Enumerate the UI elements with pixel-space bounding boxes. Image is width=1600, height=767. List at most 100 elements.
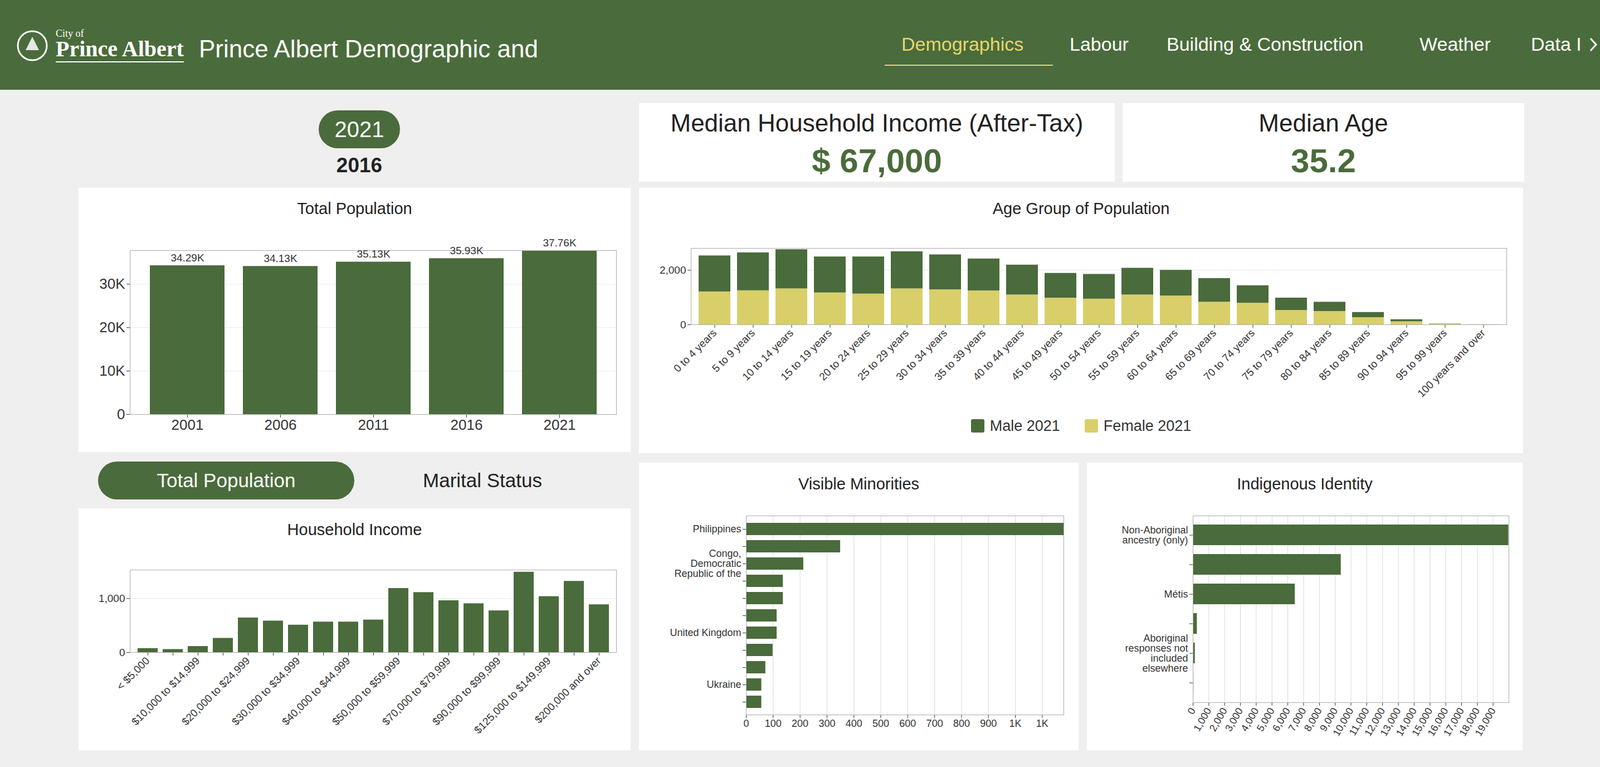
svg-text:Métis: Métis [1163,588,1188,600]
svg-text:5,000: 5,000 [1254,705,1277,733]
svg-text:100: 100 [764,717,782,729]
svg-text:0 to 4 years: 0 to 4 years [671,326,719,375]
svg-text:900: 900 [979,717,997,729]
svg-text:0: 0 [1185,705,1198,716]
svg-text:1,000: 1,000 [1191,705,1214,733]
svg-text:$40,000 to $44,999: $40,000 to $44,999 [279,654,353,728]
svg-text:37.76K: 37.76K [542,236,577,249]
svg-text:50 to 54 years: 50 to 54 years [1047,326,1104,383]
svg-text:1K: 1K [1009,717,1022,729]
svg-text:11,000: 11,000 [1346,705,1372,737]
html-text:Prince Albert Demographic and: Prince Albert Demographic and [198,35,539,63]
svg-text:0: 0 [680,318,687,331]
svg-text:40 to 44 years: 40 to 44 years [970,326,1027,383]
svg-text:35 to 39 years: 35 to 39 years [932,326,988,383]
svg-text:34.29K: 34.29K [170,251,205,264]
svg-text:6,000: 6,000 [1270,705,1293,733]
svg-text:75 to 79 years: 75 to 79 years [1239,326,1296,383]
svg-text:Aboriginalresponses notinclude: Aboriginalresponses notincludedelsewhere [1124,632,1188,674]
svg-text:25 to 29 years: 25 to 29 years [855,326,911,383]
svg-text:$30,000 to $34,999: $30,000 to $34,999 [229,654,303,728]
html-text:Median Household Income (After: Median Household Income (After-Tax) [670,109,1084,137]
svg-text:$90,000 to $99,999: $90,000 to $99,999 [430,654,503,728]
svg-text:100 years and over: 100 years and over [1415,326,1488,399]
svg-text:Ukraine: Ukraine [706,678,741,690]
svg-text:95 to 99 years: 95 to 99 years [1393,326,1450,383]
svg-text:1,000: 1,000 [98,592,126,604]
svg-text:19,000: 19,000 [1472,705,1499,738]
svg-text:600: 600 [899,717,916,729]
svg-text:1K: 1K [1036,717,1049,729]
svg-text:2,000: 2,000 [1207,705,1230,733]
svg-text:700: 700 [926,717,944,729]
svg-text:0: 0 [743,717,749,729]
html-text:Demographics: Demographics [901,33,1024,55]
svg-text:4,000: 4,000 [1238,705,1261,733]
svg-text:80 to 84 years: 80 to 84 years [1278,326,1334,383]
html-text:2016: 2016 [336,153,383,177]
svg-text:2006: 2006 [264,416,297,433]
svg-text:Congo,DemocraticRepublic of th: Congo,DemocraticRepublic of the [674,547,741,579]
svg-text:5 to 9 years: 5 to 9 years [709,326,758,375]
svg-text:55 to 59 years: 55 to 59 years [1085,326,1142,383]
html-text:35.2: 35.2 [1290,142,1356,180]
svg-text:30K: 30K [99,275,126,292]
svg-text:800: 800 [953,717,970,729]
svg-text:$200,000 and over: $200,000 and over [532,654,604,725]
svg-text:20 to 24 years: 20 to 24 years [816,326,873,383]
svg-text:3,000: 3,000 [1222,705,1246,733]
svg-text:7,000: 7,000 [1286,705,1309,733]
svg-text:18,000: 18,000 [1457,705,1483,738]
svg-text:35.93K: 35.93K [449,244,484,257]
html-text:Weather: Weather [1419,33,1491,55]
svg-text:15,000: 15,000 [1409,705,1435,738]
svg-text:2,000: 2,000 [659,264,687,276]
svg-text:$70,000 to $79,999: $70,000 to $79,999 [379,654,453,728]
svg-text:90 to 94 years: 90 to 94 years [1354,326,1411,383]
html-text:Building & Construction: Building & Construction [1166,33,1364,55]
svg-text:$125,000 to $149,999: $125,000 to $149,999 [471,654,553,736]
svg-text:8,000: 8,000 [1301,705,1325,733]
svg-text:85 to 89 years: 85 to 89 years [1316,326,1373,383]
svg-text:13,000: 13,000 [1378,705,1404,738]
svg-text:20K: 20K [99,318,126,336]
svg-text:0: 0 [116,405,125,423]
svg-text:70 to 74 years: 70 to 74 years [1201,326,1257,383]
html-text:Labour: Labour [1069,33,1129,55]
svg-text:Non-Aboriginalancestry (only): Non-Aboriginalancestry (only) [1121,524,1188,546]
svg-text:2016: 2016 [450,416,484,433]
svg-text:30 to 34 years: 30 to 34 years [893,326,950,383]
svg-text:$10,000 to $14,999: $10,000 to $14,999 [129,654,203,728]
svg-text:2001: 2001 [171,416,204,433]
svg-text:14,000: 14,000 [1393,705,1419,738]
svg-text:10K: 10K [99,362,126,379]
svg-text:$20,000 to $24,999: $20,000 to $24,999 [179,654,253,728]
svg-text:35.13K: 35.13K [356,247,391,260]
svg-text:300: 300 [818,717,836,729]
svg-text:500: 500 [872,717,890,729]
svg-text:65 to 69 years: 65 to 69 years [1162,326,1219,383]
svg-text:60 to 64 years: 60 to 64 years [1124,326,1180,383]
svg-text:United Kingdom: United Kingdom [669,626,741,638]
svg-text:2011: 2011 [358,416,390,433]
html-text:2021: 2021 [334,116,385,142]
svg-text:$50,000 to $59,999: $50,000 to $59,999 [329,654,403,728]
svg-text:45 to 49 years: 45 to 49 years [1008,326,1065,383]
svg-text:2021: 2021 [543,416,577,433]
svg-text:9,000: 9,000 [1317,705,1340,733]
svg-text:17,000: 17,000 [1441,705,1467,738]
svg-text:< $5,000: < $5,000 [114,654,153,693]
html-text:Median Age: Median Age [1258,109,1389,137]
html-text:Prince Albert: Prince Albert [55,36,184,62]
svg-text:400: 400 [845,717,863,729]
svg-text:16,000: 16,000 [1425,705,1451,738]
html-text:$ 67,000: $ 67,000 [811,142,942,180]
svg-text:10 to 14 years: 10 to 14 years [739,326,796,383]
svg-text:0: 0 [119,646,126,658]
svg-text:34.13K: 34.13K [263,252,298,265]
svg-text:10,000: 10,000 [1330,705,1356,738]
svg-text:200: 200 [791,717,809,729]
svg-text:12,000: 12,000 [1362,705,1388,738]
svg-text:Philippines: Philippines [692,523,741,535]
svg-text:15 to 19 years: 15 to 19 years [778,326,835,383]
